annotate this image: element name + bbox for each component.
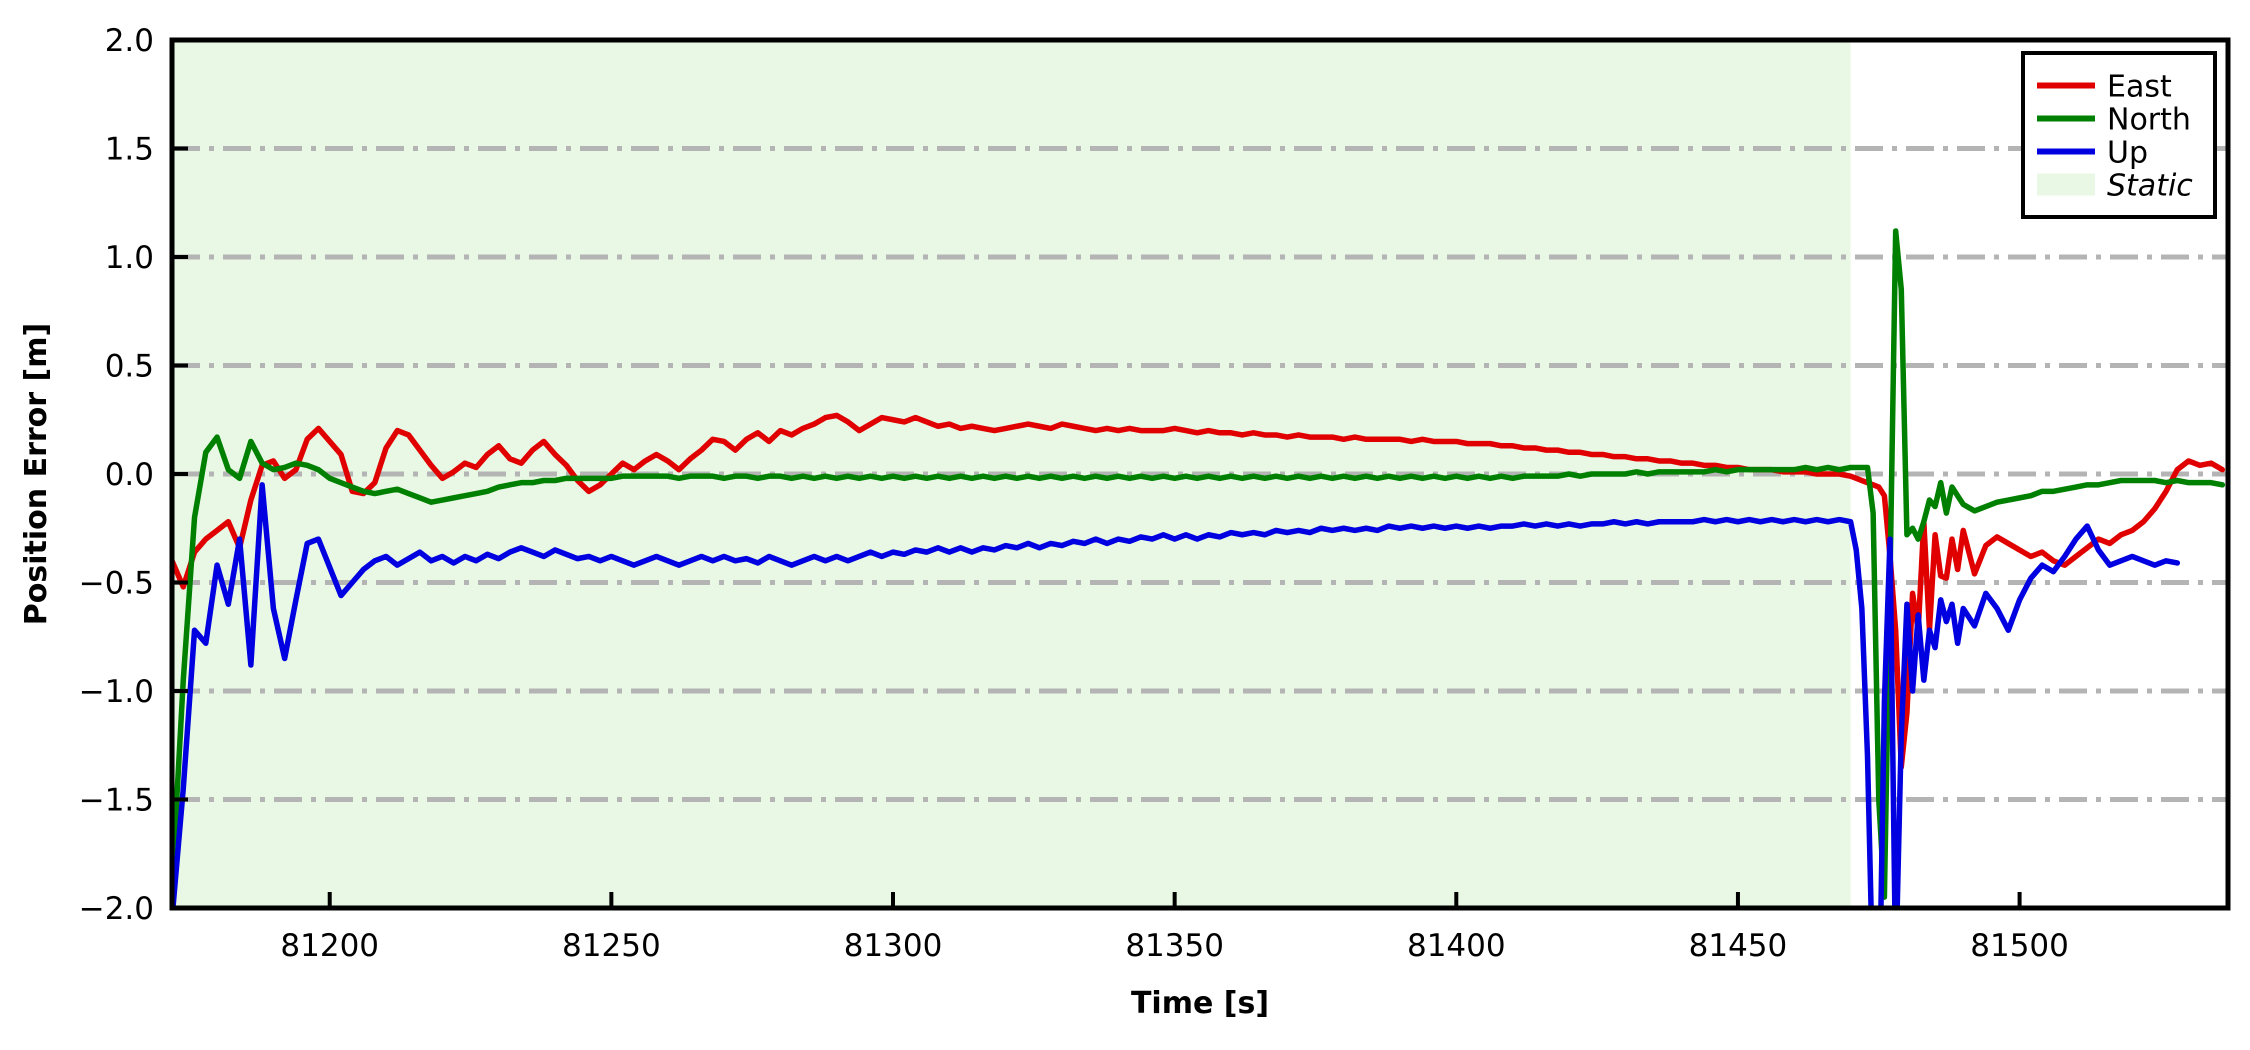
series-line-north	[172, 228, 2226, 900]
x-tick-label-81250: 81250	[562, 928, 661, 964]
series-line-up	[172, 482, 2181, 908]
y-tick-label-1.5: 1.5	[105, 132, 154, 168]
x-axis-title: Time [s]	[1131, 986, 1269, 1021]
data-series-group	[172, 228, 2226, 908]
x-tick-label-81500: 81500	[1970, 928, 2069, 964]
legend-label-up: Up	[2107, 136, 2148, 171]
x-tick-label-81450: 81450	[1689, 928, 1788, 964]
x-axis-ticks: 81200 81250 81300 81350 81400 81450 81500	[280, 892, 2069, 964]
x-tick-label-81400: 81400	[1407, 928, 1506, 964]
y-tick-label--1.5: −1.5	[79, 783, 154, 819]
series-line-east	[172, 412, 2226, 770]
y-tick-label-2: 2.0	[105, 23, 154, 59]
y-tick-label-1: 1.0	[105, 240, 154, 276]
gridlines	[172, 146, 2228, 802]
y-tick-label--1: −1.0	[79, 674, 154, 710]
y-tick-label--2: −2.0	[79, 891, 154, 927]
legend-label-north: North	[2107, 103, 2191, 138]
y-tick-label-0: 0.0	[105, 457, 154, 493]
legend-label-static: Static	[2107, 169, 2193, 204]
legend-label-east: East	[2107, 70, 2172, 105]
y-axis-title: Position Error [m]	[19, 323, 54, 625]
x-tick-label-81200: 81200	[280, 928, 379, 964]
x-tick-label-81300: 81300	[844, 928, 943, 964]
y-tick-label--0.5: −0.5	[79, 566, 154, 602]
y-tick-label-0.5: 0.5	[105, 349, 154, 385]
x-tick-label-81350: 81350	[1125, 928, 1224, 964]
y-axis-ticks: −2.0 −1.5 −1.0 −0.5 0.0 0.5 1.0 1.5 2.0	[79, 23, 188, 927]
legend-swatch-static	[2037, 173, 2095, 196]
